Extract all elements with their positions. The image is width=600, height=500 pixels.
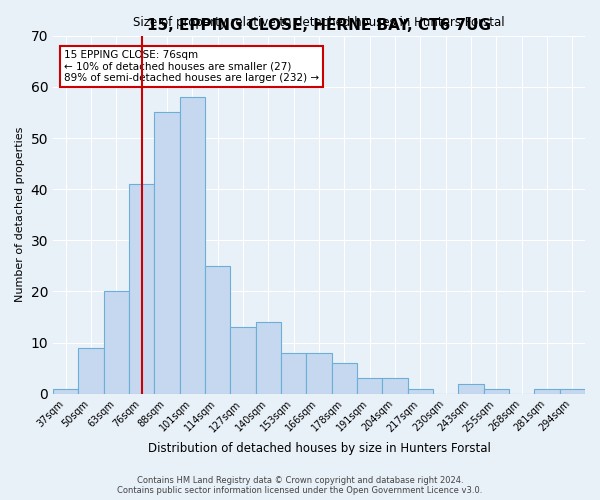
Bar [205,266,230,394]
Bar [407,388,433,394]
Y-axis label: Number of detached properties: Number of detached properties [15,127,25,302]
X-axis label: Distribution of detached houses by size in Hunters Forstal: Distribution of detached houses by size … [148,442,490,455]
Bar [79,348,104,394]
Bar [458,384,484,394]
Bar [382,378,407,394]
Text: Size of property relative to detached houses in Hunters Forstal: Size of property relative to detached ho… [133,16,505,28]
Bar [484,388,509,394]
Bar [179,97,205,394]
Bar [104,292,129,394]
Bar [357,378,382,394]
Bar [256,322,281,394]
Bar [535,388,560,394]
Bar [307,353,332,394]
Bar [53,388,79,394]
Title: 15, EPPING CLOSE, HERNE BAY, CT6 7UG: 15, EPPING CLOSE, HERNE BAY, CT6 7UG [147,18,491,33]
Text: 15 EPPING CLOSE: 76sqm
← 10% of detached houses are smaller (27)
89% of semi-det: 15 EPPING CLOSE: 76sqm ← 10% of detached… [64,50,319,83]
Bar [332,363,357,394]
Bar [281,353,307,394]
Bar [560,388,585,394]
Text: Contains HM Land Registry data © Crown copyright and database right 2024.
Contai: Contains HM Land Registry data © Crown c… [118,476,482,495]
Bar [230,328,256,394]
Bar [129,184,154,394]
Bar [154,112,179,394]
